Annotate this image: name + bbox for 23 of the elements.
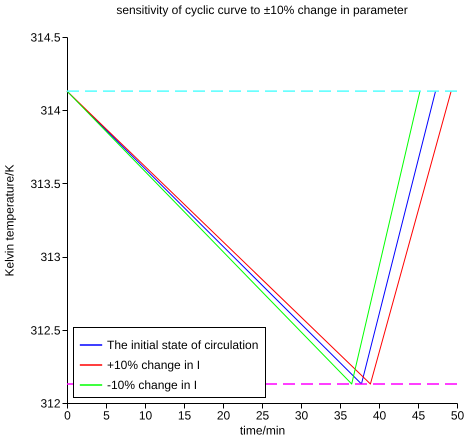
y-tick-label: 312 — [40, 396, 61, 410]
x-tick-label: 35 — [334, 408, 348, 422]
x-tick-label: 50 — [450, 408, 464, 422]
legend-label: The initial state of circulation — [107, 338, 258, 352]
x-axis-title: time/min — [240, 424, 286, 438]
y-tick-label: 313 — [40, 250, 61, 264]
legend-label: -10% change in I — [107, 378, 198, 392]
x-tick-label: 10 — [138, 408, 152, 422]
chart-title: sensitivity of cyclic curve to ±10% change in parameter — [116, 3, 408, 17]
legend-label: +10% change in I — [107, 358, 200, 372]
x-tick-label: 15 — [178, 408, 192, 422]
y-tick-label: 314.5 — [30, 30, 61, 44]
x-tick-label: 5 — [103, 408, 110, 422]
x-tick-label: 25 — [256, 408, 270, 422]
x-tick-label: 40 — [372, 408, 386, 422]
y-tick-label: 312.5 — [30, 323, 61, 338]
y-axis-title: Kelvin temperature/K — [2, 164, 16, 277]
y-tick-label: 313.5 — [30, 176, 61, 191]
y-tick-label: 314 — [40, 104, 61, 118]
x-tick-label: 20 — [216, 408, 230, 422]
x-tick-label: 45 — [412, 408, 426, 422]
x-tick-label: 30 — [294, 408, 308, 422]
x-tick-label: 0 — [64, 408, 72, 422]
